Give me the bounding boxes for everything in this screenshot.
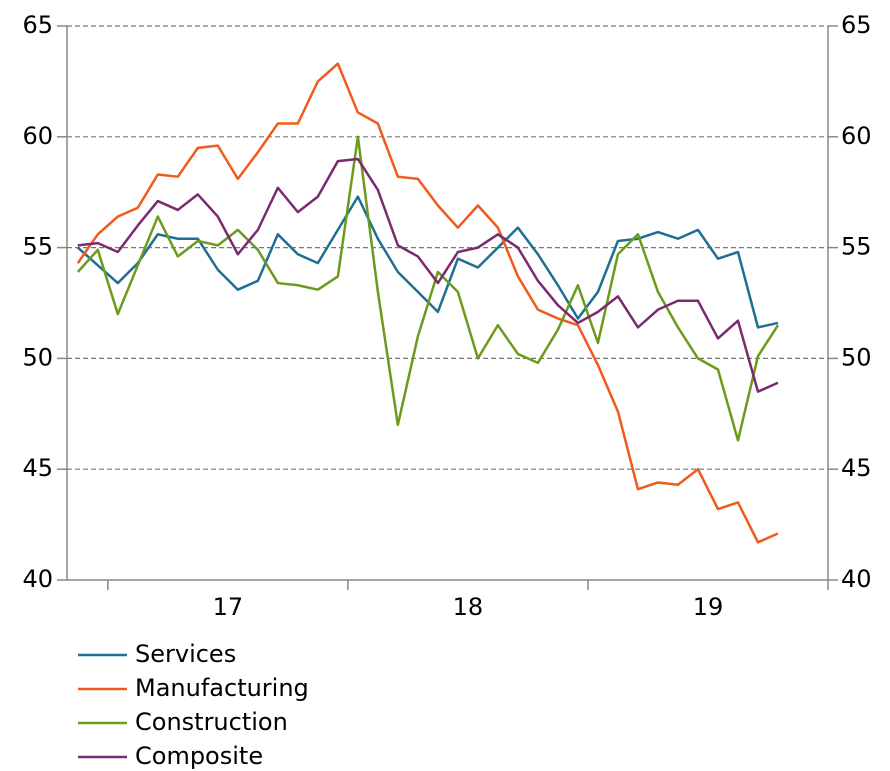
series-line — [77, 157, 779, 393]
y-tick-label: 40 — [22, 565, 53, 593]
x-tick-label: 19 — [693, 593, 724, 621]
y2-tick-label: 50 — [841, 343, 872, 371]
y2-tick-label: 55 — [841, 233, 872, 261]
y2-tick-label: 60 — [841, 122, 872, 150]
y-tick-label: 60 — [22, 122, 53, 150]
x-tick-label: 17 — [213, 593, 244, 621]
y2-tick-label: 40 — [841, 565, 872, 593]
legend-label: Manufacturing — [135, 674, 309, 702]
series-line — [76, 62, 779, 544]
legend-label: Services — [135, 640, 236, 668]
y-tick-label: 50 — [22, 343, 53, 371]
y2-tick-label: 45 — [841, 454, 872, 482]
y-tick-label: 45 — [22, 454, 53, 482]
x-tick-label: 18 — [453, 593, 484, 621]
legend-label: Composite — [135, 742, 263, 770]
y2-tick-label: 65 — [841, 11, 872, 39]
series-line — [76, 135, 780, 442]
y-tick-label: 65 — [22, 11, 53, 39]
y-tick-label: 55 — [22, 233, 53, 261]
legend-label: Construction — [135, 708, 288, 736]
